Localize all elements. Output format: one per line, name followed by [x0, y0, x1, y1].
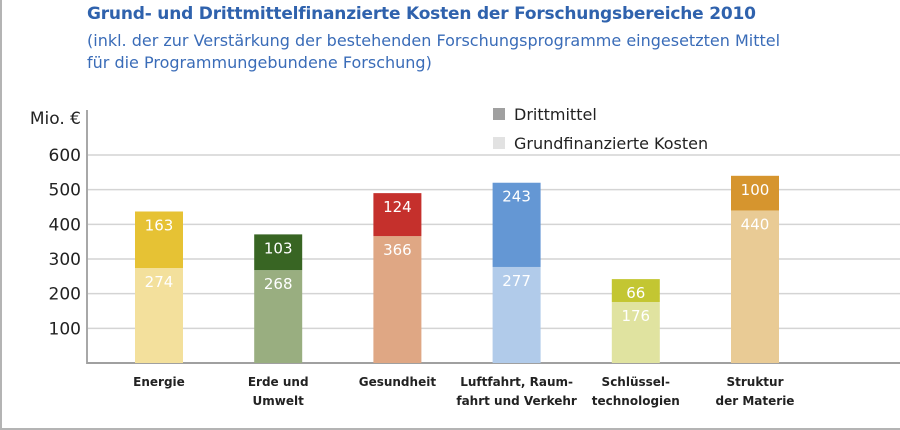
y-tick-label: 300 [49, 250, 81, 270]
data-label: 176 [621, 307, 650, 325]
y-tick-label: 100 [49, 319, 81, 339]
subtitle-line: für die Programmungebundene Forschung) [87, 53, 432, 72]
x-category-label: Energie [133, 375, 185, 389]
bar-segment-drittmittel [492, 182, 541, 267]
data-label: 103 [264, 239, 293, 257]
bar-segment-grundfinanziert [611, 301, 660, 363]
data-label: 366 [383, 241, 412, 259]
legend-swatch [493, 108, 505, 120]
x-category-label: Schlüssel- [602, 375, 670, 389]
bar-segment-drittmittel [731, 175, 779, 211]
x-category-label: Struktur [726, 375, 783, 389]
bar-segment-drittmittel [135, 211, 183, 269]
data-label: 66 [626, 284, 645, 302]
bar-segment-grundfinanziert [731, 210, 779, 363]
bar-segment-drittmittel [611, 279, 660, 302]
data-label: 440 [741, 215, 770, 233]
data-label: 100 [741, 181, 770, 199]
legend-swatch [493, 137, 505, 149]
x-category-label: Gesundheit [359, 375, 437, 389]
chart-subtitle: (inkl. der zur Verstärkung der bestehend… [87, 30, 887, 74]
bar-segment-grundfinanziert [254, 270, 303, 363]
legend-label: Grundfinanzierte Kosten [514, 134, 708, 153]
y-axis-label: Mio. € [30, 109, 81, 129]
bar-segment-drittmittel [254, 234, 303, 271]
x-category-label: fahrt und Verkehr [456, 394, 577, 408]
x-category-label: technologien [592, 394, 680, 408]
data-label: 124 [383, 198, 412, 216]
x-category-label: Umwelt [253, 394, 305, 408]
data-label: 277 [502, 272, 531, 290]
bar-segment-grundfinanziert [492, 266, 541, 363]
subtitle-line: (inkl. der zur Verstärkung der bestehend… [87, 31, 781, 50]
chart-title: Grund- und Drittmittelfinanzierte Kosten… [87, 4, 756, 24]
y-tick-label: 500 [49, 181, 81, 201]
data-label: 268 [264, 275, 293, 293]
data-label: 243 [502, 188, 531, 206]
bar-segment-grundfinanziert [135, 268, 183, 363]
bar-segment-grundfinanziert [373, 236, 422, 363]
x-category-label: Luftfahrt, Raum- [460, 375, 573, 389]
x-category-label: der Materie [716, 394, 795, 408]
data-label: 274 [145, 273, 174, 291]
x-category-label: Erde und [248, 375, 309, 389]
y-tick-label: 400 [49, 215, 81, 235]
data-label: 163 [145, 217, 174, 235]
bar-segment-drittmittel [373, 193, 422, 237]
y-tick-label: 600 [49, 146, 81, 166]
y-tick-label: 200 [49, 285, 81, 305]
legend-label: Drittmittel [514, 105, 597, 124]
